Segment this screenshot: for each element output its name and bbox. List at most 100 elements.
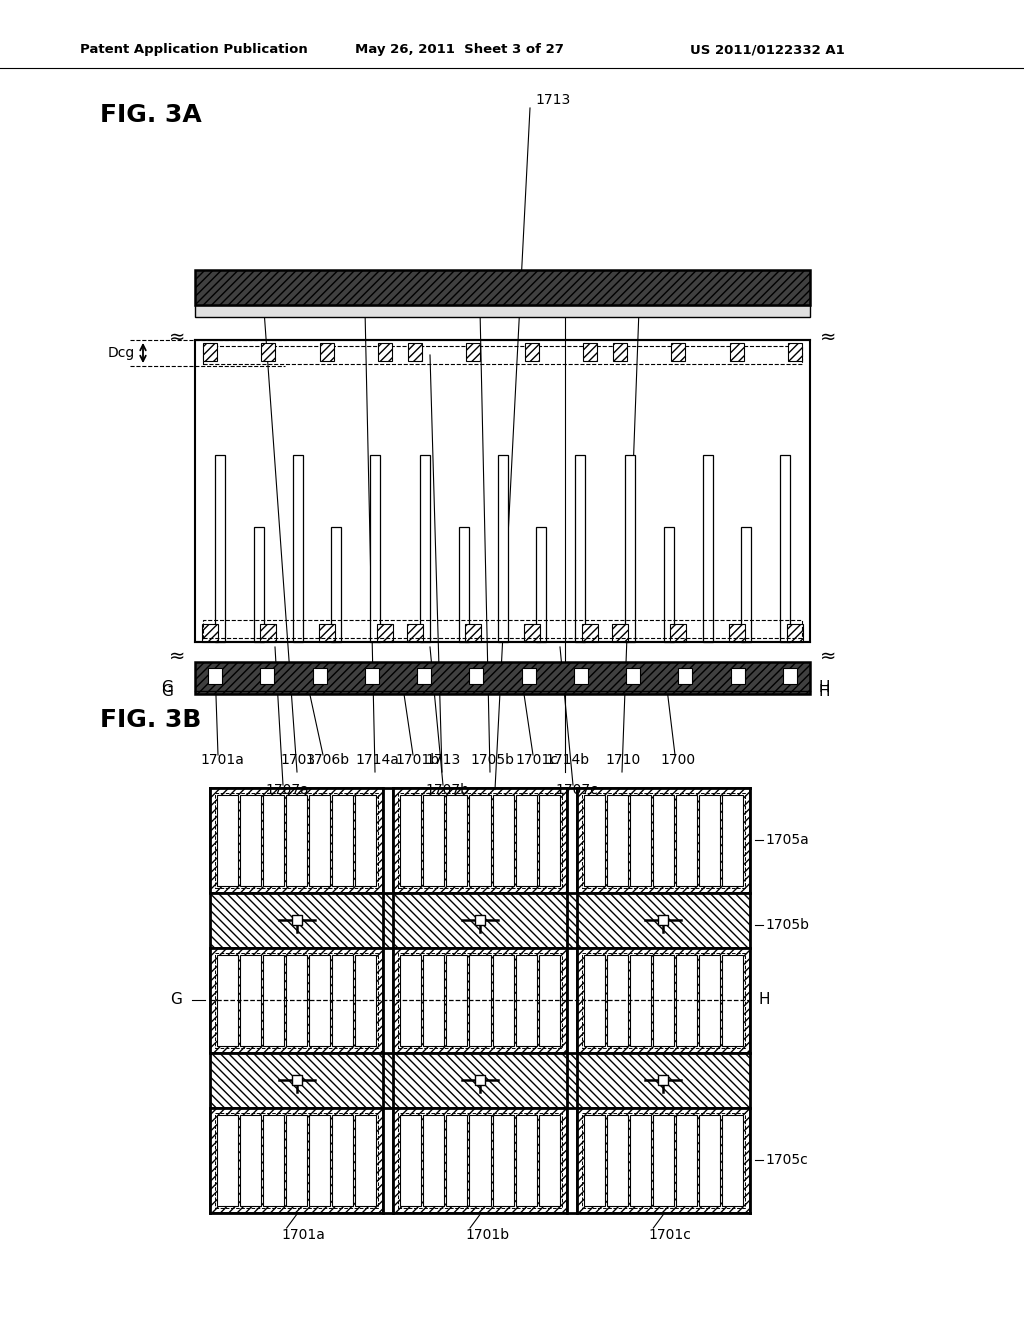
Bar	[630, 954, 651, 1045]
Text: H: H	[758, 993, 769, 1007]
Bar	[423, 954, 444, 1045]
Bar	[240, 954, 261, 1045]
Bar	[407, 624, 423, 642]
Text: ≈: ≈	[820, 647, 837, 665]
Bar	[260, 624, 276, 642]
Text: 1701c: 1701c	[515, 752, 558, 767]
Text: May 26, 2011  Sheet 3 of 27: May 26, 2011 Sheet 3 of 27	[355, 44, 564, 57]
Bar	[263, 795, 284, 886]
Bar	[215, 1113, 378, 1208]
Bar	[722, 1114, 743, 1205]
Bar	[730, 343, 743, 360]
Bar	[465, 624, 481, 642]
Bar	[355, 795, 377, 886]
Bar	[653, 1114, 674, 1205]
Bar	[584, 1114, 605, 1205]
Text: 1700: 1700	[660, 752, 695, 767]
Bar	[400, 954, 422, 1045]
Bar	[286, 795, 307, 886]
Bar	[195, 271, 810, 305]
Text: H: H	[818, 681, 829, 696]
Bar	[722, 954, 743, 1045]
Bar	[469, 954, 490, 1045]
Bar	[664, 527, 674, 642]
Bar	[722, 795, 743, 886]
Bar	[210, 892, 750, 948]
Bar	[417, 668, 431, 684]
Bar	[671, 624, 686, 642]
Text: FIG. 3A: FIG. 3A	[100, 103, 202, 127]
Bar	[583, 343, 597, 360]
Bar	[217, 954, 238, 1045]
Bar	[286, 1114, 307, 1205]
Bar	[672, 343, 685, 360]
Bar	[217, 795, 238, 886]
Bar	[469, 668, 483, 684]
Bar	[195, 305, 810, 317]
Text: ≈: ≈	[820, 327, 837, 346]
Bar	[625, 455, 635, 642]
Bar	[584, 795, 605, 886]
Text: 1706b: 1706b	[305, 752, 349, 767]
Bar	[400, 795, 422, 886]
Bar	[515, 795, 537, 886]
Bar	[575, 455, 585, 642]
Bar	[332, 1114, 353, 1205]
Bar	[293, 455, 302, 642]
Bar	[309, 1114, 330, 1205]
Bar	[370, 455, 380, 642]
Text: 1701b: 1701b	[465, 1228, 509, 1242]
Text: 1713: 1713	[425, 752, 460, 767]
Bar	[788, 343, 802, 360]
Bar	[446, 1114, 468, 1205]
Bar	[210, 788, 383, 892]
Bar	[217, 1114, 238, 1205]
Bar	[446, 795, 468, 886]
Bar	[215, 953, 378, 1048]
Bar	[612, 624, 628, 642]
Text: 1701c: 1701c	[648, 1228, 691, 1242]
Bar	[393, 788, 566, 892]
Bar	[475, 1074, 485, 1085]
Text: Patent Application Publication: Patent Application Publication	[80, 44, 308, 57]
Bar	[332, 795, 353, 886]
Bar	[577, 788, 750, 892]
Bar	[582, 624, 598, 642]
Bar	[261, 343, 275, 360]
Text: 1705a: 1705a	[765, 833, 809, 847]
Bar	[208, 668, 222, 684]
Bar	[702, 455, 713, 642]
Text: 1701a: 1701a	[282, 1228, 326, 1242]
Text: 1714b: 1714b	[545, 752, 589, 767]
Text: 1710: 1710	[605, 752, 640, 767]
Bar	[263, 1114, 284, 1205]
Bar	[423, 795, 444, 886]
Bar	[309, 954, 330, 1045]
Bar	[332, 954, 353, 1045]
Bar	[355, 1114, 377, 1205]
Bar	[398, 953, 562, 1048]
Bar	[573, 668, 588, 684]
Bar	[493, 1114, 514, 1205]
Bar	[240, 1114, 261, 1205]
Bar	[210, 1107, 383, 1213]
Bar	[260, 668, 274, 684]
Bar	[539, 1114, 560, 1205]
Bar	[195, 341, 810, 642]
Bar	[195, 663, 810, 694]
Text: 1705b: 1705b	[765, 917, 809, 932]
Bar	[787, 624, 803, 642]
Text: Dcg: Dcg	[108, 346, 135, 360]
Bar	[676, 954, 697, 1045]
Bar	[582, 1113, 745, 1208]
Bar	[539, 795, 560, 886]
Bar	[202, 624, 218, 642]
Bar	[469, 1114, 490, 1205]
Bar	[577, 948, 750, 1052]
Bar	[210, 1052, 750, 1107]
Bar	[203, 620, 802, 638]
Bar	[699, 1114, 720, 1205]
Bar	[309, 795, 330, 886]
Bar	[393, 1107, 566, 1213]
Text: 1705c: 1705c	[765, 1152, 808, 1167]
